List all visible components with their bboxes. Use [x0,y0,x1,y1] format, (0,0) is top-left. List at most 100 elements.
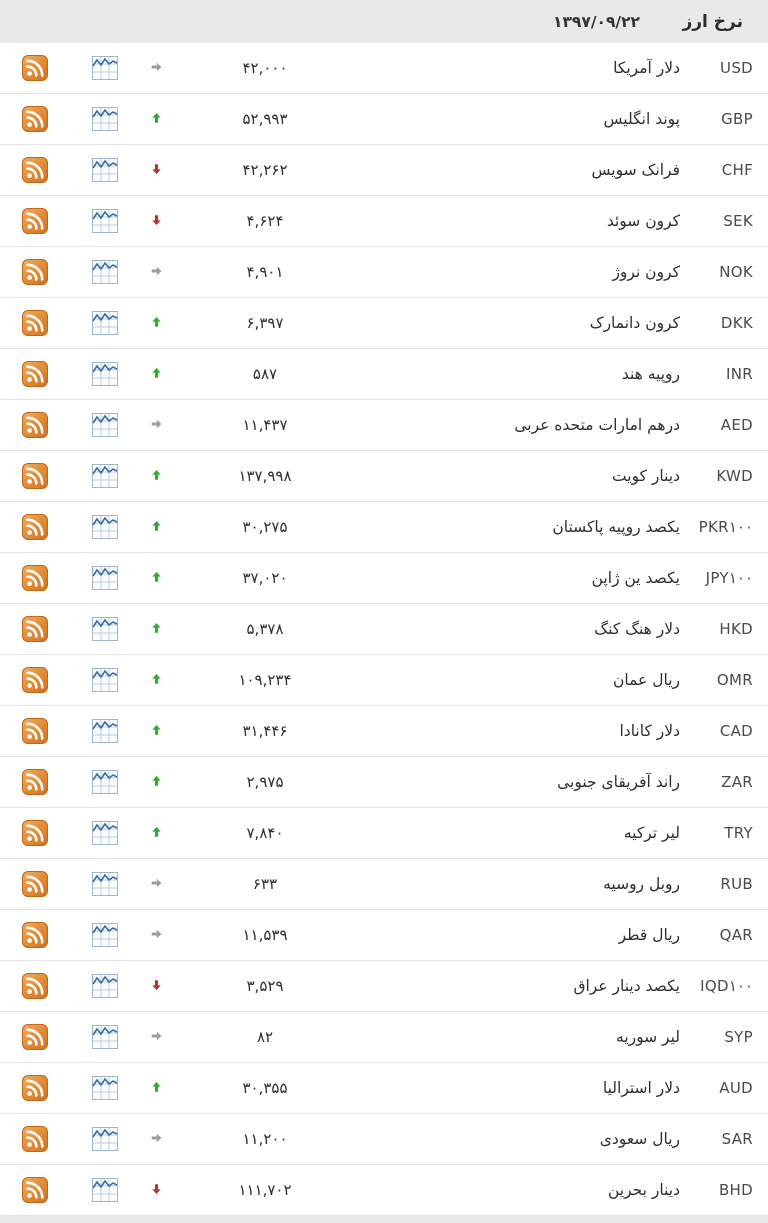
rss-icon-graphic [22,565,48,591]
currency-code: JPY۱۰۰ [705,569,753,587]
arrow-glyph [151,266,161,276]
currency-row: AED درهم امارات متحده عربی ۱۱,۴۳۷ [0,400,768,451]
rss-icon-graphic [22,922,48,948]
currency-row: AUD دلار استرالیا ۳۰,۳۵۵ [0,1063,768,1114]
rss-icon[interactable] [22,973,48,999]
currency-row: ZAR راند آفریقای جنوبی ۲,۹۷۵ [0,757,768,808]
rss-icon[interactable] [22,769,48,795]
chart-icon-graphic [92,413,118,437]
chart-icon[interactable] [92,1127,118,1151]
currency-code: PKR۱۰۰ [698,518,753,536]
rss-icon[interactable] [22,565,48,591]
chart-icon[interactable] [92,923,118,947]
rss-icon[interactable] [22,310,48,336]
rss-icon[interactable] [22,1024,48,1050]
chart-icon[interactable] [92,413,118,437]
currency-rate: ۱۳۷,۹۹۸ [238,467,292,485]
trend-arrow-icon [144,419,168,432]
chart-icon[interactable] [92,872,118,896]
rss-icon[interactable] [22,1075,48,1101]
currency-rate: ۳۱,۴۴۶ [242,722,288,740]
trend-arrow-icon [144,215,168,228]
currency-code: ZAR [721,773,753,791]
currency-rate: ۷,۸۴۰ [246,824,284,842]
rss-icon-graphic [22,310,48,336]
rss-icon[interactable] [22,667,48,693]
arrow-glyph [151,164,161,174]
chart-icon[interactable] [92,464,118,488]
chart-icon[interactable] [92,770,118,794]
currency-code: CHF [721,161,753,179]
currency-code: RUB [720,875,753,893]
rss-icon[interactable] [22,208,48,234]
chart-icon[interactable] [92,566,118,590]
rss-icon[interactable] [22,157,48,183]
currency-rate: ۳۷,۰۲۰ [242,569,288,587]
chart-icon[interactable] [92,821,118,845]
currency-rate: ۳۰,۲۷۵ [242,518,288,536]
rss-icon-graphic [22,259,48,285]
rss-icon[interactable] [22,820,48,846]
arrow-glyph [151,1184,161,1194]
chart-icon-graphic [92,974,118,998]
rss-icon[interactable] [22,922,48,948]
chart-icon[interactable] [92,56,118,80]
trend-arrow-icon [144,317,168,330]
rss-icon[interactable] [22,718,48,744]
currency-row: OMR ریال عمان ۱۰۹,۲۳۴ [0,655,768,706]
chart-icon[interactable] [92,617,118,641]
currency-name: فرانک سویس [591,161,680,179]
currency-row: HKD دلار هنگ کنگ ۵,۳۷۸ [0,604,768,655]
rss-icon[interactable] [22,361,48,387]
chart-icon[interactable] [92,209,118,233]
currency-code: HKD [719,620,753,638]
rss-icon[interactable] [22,106,48,132]
chart-icon-graphic [92,311,118,335]
rss-icon-graphic [22,157,48,183]
chart-icon[interactable] [92,1178,118,1202]
rss-icon[interactable] [22,259,48,285]
chart-icon[interactable] [92,158,118,182]
arrow-glyph [151,725,161,735]
currency-rate: ۵,۳۷۸ [246,620,284,638]
chart-icon-graphic [92,617,118,641]
rss-icon[interactable] [22,871,48,897]
chart-icon-graphic [92,668,118,692]
currency-rate: ۱۱,۵۳۹ [242,926,288,944]
trend-arrow-icon [144,878,168,891]
rss-icon[interactable] [22,616,48,642]
rss-icon[interactable] [22,1177,48,1203]
chart-icon[interactable] [92,107,118,131]
rss-icon[interactable] [22,514,48,540]
arrow-glyph [151,878,161,888]
trend-arrow-icon [144,1082,168,1095]
chart-icon[interactable] [92,1076,118,1100]
chart-icon[interactable] [92,668,118,692]
bottom-divider [0,1216,768,1223]
trend-arrow-icon [144,1133,168,1146]
rss-icon-graphic [22,514,48,540]
chart-icon[interactable] [92,260,118,284]
chart-icon-graphic [92,464,118,488]
arrow-glyph [151,215,161,225]
rss-icon[interactable] [22,463,48,489]
rss-icon[interactable] [22,412,48,438]
chart-icon[interactable] [92,311,118,335]
rss-icon[interactable] [22,1126,48,1152]
rss-icon-graphic [22,1126,48,1152]
chart-icon[interactable] [92,1025,118,1049]
chart-icon[interactable] [92,974,118,998]
currency-code: KWD [716,467,753,485]
currency-rate: ۲,۹۷۵ [246,773,284,791]
arrow-glyph [151,1031,161,1041]
arrow-glyph [151,929,161,939]
rss-icon[interactable] [22,55,48,81]
chart-icon[interactable] [92,719,118,743]
chart-icon-graphic [92,260,118,284]
chart-icon[interactable] [92,515,118,539]
currency-name: درهم امارات متحده عربی [514,416,680,434]
trend-arrow-icon [144,164,168,177]
chart-icon-graphic [92,209,118,233]
chart-icon[interactable] [92,362,118,386]
chart-icon-graphic [92,923,118,947]
